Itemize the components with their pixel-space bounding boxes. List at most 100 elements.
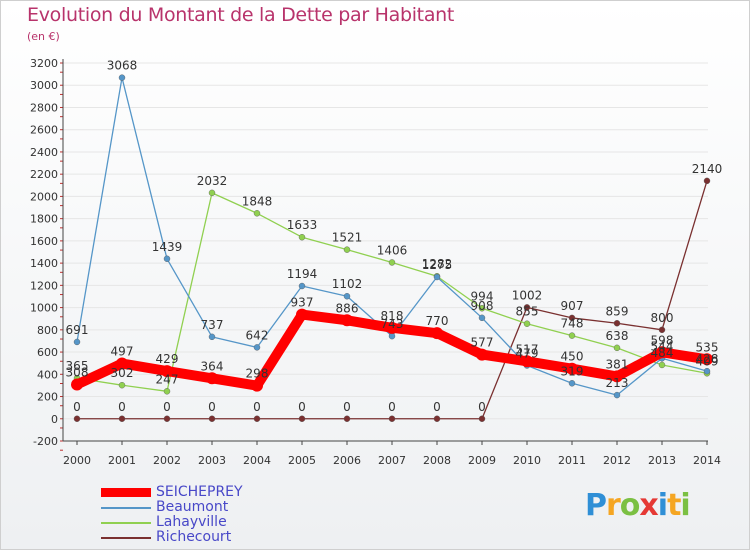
data-label: 409 bbox=[696, 354, 719, 368]
x-tick-label: 2005 bbox=[288, 454, 316, 467]
data-label: 737 bbox=[201, 318, 224, 332]
data-label: 497 bbox=[111, 345, 134, 359]
x-tick-label: 2014 bbox=[693, 454, 721, 467]
x-tick-label: 2010 bbox=[513, 454, 541, 467]
x-tick-label: 2009 bbox=[468, 454, 496, 467]
data-label: 535 bbox=[696, 340, 719, 354]
x-tick-label: 2007 bbox=[378, 454, 406, 467]
data-point bbox=[73, 415, 81, 422]
legend-label: Richecourt bbox=[156, 529, 232, 545]
data-label: 770 bbox=[426, 314, 449, 328]
data-point bbox=[658, 326, 666, 334]
x-tick-label: 2012 bbox=[603, 454, 631, 467]
data-label: 2140 bbox=[692, 162, 723, 176]
data-point bbox=[298, 234, 306, 241]
y-tick-label: 2000 bbox=[30, 190, 58, 203]
y-tick-label: 1000 bbox=[30, 302, 58, 315]
data-point bbox=[343, 246, 351, 253]
data-point bbox=[703, 177, 711, 185]
data-point bbox=[476, 348, 488, 361]
data-point bbox=[253, 344, 261, 351]
y-tick-label: 1800 bbox=[30, 213, 58, 226]
data-label: 0 bbox=[478, 400, 486, 414]
data-point bbox=[298, 415, 306, 422]
data-label: 0 bbox=[388, 400, 396, 414]
data-point bbox=[343, 415, 351, 422]
legend-label: Beaumont bbox=[156, 499, 229, 515]
data-label: 0 bbox=[343, 400, 351, 414]
logo-letter: i bbox=[680, 488, 690, 523]
data-point bbox=[388, 332, 396, 340]
data-label: 638 bbox=[606, 329, 629, 343]
data-point bbox=[611, 370, 623, 383]
data-point bbox=[71, 378, 83, 391]
x-tick-label: 2006 bbox=[333, 454, 361, 467]
y-tick-label: 3200 bbox=[30, 57, 58, 70]
data-label: 1194 bbox=[287, 267, 318, 281]
y-tick-label: 400 bbox=[37, 368, 58, 381]
x-tick-label: 2000 bbox=[63, 454, 91, 467]
data-point bbox=[296, 308, 308, 321]
chart-subtitle: (en €) bbox=[27, 30, 60, 43]
data-label: 0 bbox=[118, 400, 126, 414]
logo-letter: t bbox=[667, 488, 681, 523]
data-point bbox=[388, 415, 396, 422]
logo-letter: i bbox=[657, 488, 668, 523]
legend-label: Lahayville bbox=[156, 514, 227, 530]
data-label: 577 bbox=[471, 336, 494, 350]
data-point bbox=[433, 415, 441, 422]
x-tick-label: 2011 bbox=[558, 454, 586, 467]
data-label: 1275 bbox=[422, 258, 453, 272]
data-point bbox=[253, 415, 261, 422]
data-label: 302 bbox=[111, 366, 134, 380]
legend-swatch bbox=[101, 522, 151, 524]
data-label: 0 bbox=[253, 400, 261, 414]
data-label: 743 bbox=[381, 317, 404, 331]
y-tick-label: 1400 bbox=[30, 257, 58, 270]
data-label: 308 bbox=[66, 366, 89, 380]
data-label: 855 bbox=[516, 305, 539, 319]
data-label: 937 bbox=[291, 296, 314, 310]
series-line-beaumont bbox=[76, 77, 708, 396]
y-tick-label: 2600 bbox=[30, 124, 58, 137]
data-point bbox=[206, 372, 218, 385]
x-tick-label: 2004 bbox=[243, 454, 271, 467]
data-label: 364 bbox=[201, 359, 224, 373]
data-label: 800 bbox=[651, 311, 674, 325]
data-point bbox=[163, 255, 171, 262]
data-point bbox=[433, 273, 441, 281]
data-label: 1439 bbox=[152, 240, 183, 254]
y-tick-label: 600 bbox=[37, 346, 58, 359]
data-point bbox=[161, 365, 173, 378]
x-tick-label: 2002 bbox=[153, 454, 181, 467]
data-point bbox=[701, 353, 713, 366]
data-point bbox=[208, 333, 216, 341]
data-label: 859 bbox=[606, 304, 629, 318]
data-label: 381 bbox=[606, 357, 629, 371]
data-label: 3068 bbox=[107, 59, 138, 73]
data-point bbox=[251, 379, 263, 392]
data-label: 2032 bbox=[197, 174, 228, 188]
data-point bbox=[386, 321, 398, 334]
data-label: 484 bbox=[651, 346, 674, 360]
data-label: 0 bbox=[73, 400, 81, 414]
data-point bbox=[523, 304, 531, 311]
x-tick-label: 2013 bbox=[648, 454, 676, 467]
logo-letter: x bbox=[639, 488, 658, 523]
data-point bbox=[703, 367, 711, 375]
data-label: 0 bbox=[433, 400, 441, 414]
data-point bbox=[253, 210, 261, 217]
data-label: 319 bbox=[561, 364, 584, 378]
data-label: 1848 bbox=[242, 194, 273, 208]
data-label: 479 bbox=[516, 347, 539, 361]
data-point bbox=[478, 415, 486, 422]
data-point bbox=[73, 338, 81, 346]
data-point bbox=[523, 320, 531, 327]
data-point bbox=[613, 344, 621, 352]
y-tick-label: 2200 bbox=[30, 168, 58, 181]
data-point bbox=[613, 391, 621, 399]
data-point bbox=[208, 415, 216, 422]
data-label: 691 bbox=[66, 323, 89, 337]
data-label: 598 bbox=[651, 333, 674, 347]
